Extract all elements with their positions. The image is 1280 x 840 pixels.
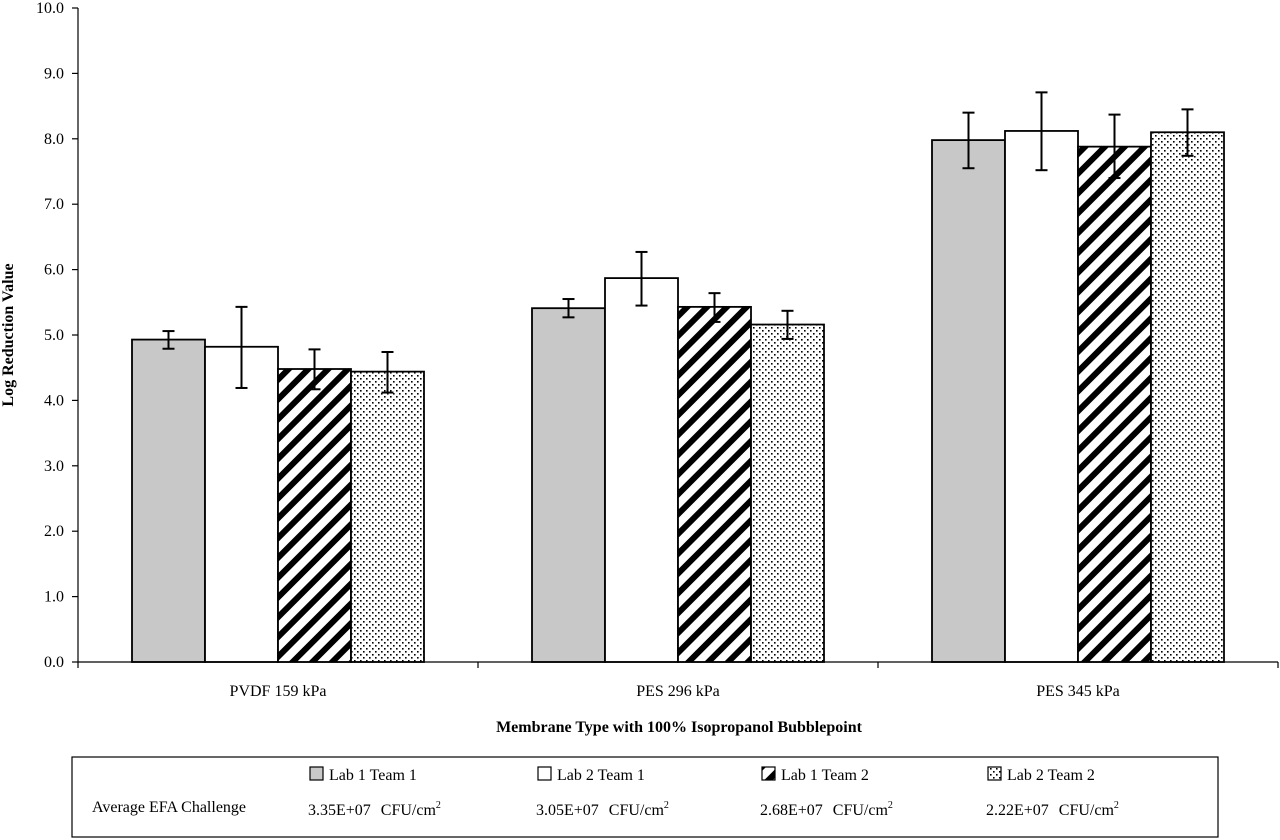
y-tick-label: 0.0	[44, 654, 64, 671]
legend-series-name: Lab 2 Team 1	[557, 767, 645, 784]
bar-lab-2-team-1-0	[204, 345, 279, 663]
x-category-label: PVDF 159 kPa	[230, 683, 327, 700]
y-axis-ticks: 0.0 1.0 2.0 3.0 4.0 5.0 6.0 7.0 8.0 9.0 10.0	[36, 0, 78, 671]
bar-lab-2-team-2-0	[350, 370, 425, 663]
y-tick-label: 10.0	[36, 0, 64, 17]
y-tick-label: 8.0	[44, 131, 64, 148]
challenge-unit-exponent: 2	[436, 800, 441, 811]
bar-lab-1-team-2-0	[277, 368, 352, 663]
legend-challenge-value: 2.22E+07 CFU/cm2	[986, 800, 1119, 819]
y-tick-label: 9.0	[44, 65, 64, 82]
axes	[77, 8, 1279, 668]
bar-lab-1-team-1-0	[131, 338, 206, 663]
bar-lab-1-team-2-1	[677, 305, 752, 663]
bar-lab-1-team-1-1	[531, 307, 606, 663]
legend-swatch	[537, 766, 552, 781]
legend-swatch	[987, 766, 1002, 781]
legend-challenge-value: 3.35E+07 CFU/cm2	[308, 800, 441, 819]
legend-challenge-value: 3.05E+07 CFU/cm2	[536, 800, 669, 819]
challenge-number: 3.35E+07	[308, 802, 371, 819]
bar-lab-1-team-1-2	[931, 139, 1006, 663]
y-tick-label: 3.0	[44, 458, 64, 475]
y-tick-label: 6.0	[44, 262, 64, 279]
y-tick-label: 7.0	[44, 196, 64, 213]
bar-lab-2-team-2-1	[750, 323, 825, 663]
challenge-unit: CFU/cm	[609, 802, 665, 819]
bars-layer	[131, 130, 1225, 663]
x-category-label: PES 296 kPa	[636, 683, 720, 700]
legend-series-name: Lab 1 Team 1	[329, 767, 417, 784]
challenge-unit: CFU/cm	[1059, 802, 1115, 819]
x-category-label: PES 345 kPa	[1036, 683, 1120, 700]
legend-swatch	[309, 766, 324, 781]
error-bars-layer	[162, 91, 1194, 394]
challenge-number: 2.68E+07	[760, 802, 823, 819]
x-axis-title: Membrane Type with 100% Isopropanol Bubb…	[496, 719, 863, 736]
y-axis-title: Log Reduction Value	[0, 263, 17, 406]
challenge-number: 3.05E+07	[536, 802, 599, 819]
bar-lab-2-team-1-1	[604, 277, 679, 663]
y-tick-label: 1.0	[44, 589, 64, 606]
challenge-unit: CFU/cm	[381, 802, 437, 819]
y-tick-label: 5.0	[44, 327, 64, 344]
legend-series-name: Lab 2 Team 2	[1007, 767, 1095, 784]
challenge-unit-exponent: 2	[664, 800, 669, 811]
bar-lab-2-team-1-2	[1004, 130, 1079, 663]
legend-series-name: Lab 1 Team 2	[781, 767, 869, 784]
legend-row-label: Average EFA Challenge	[92, 799, 246, 816]
y-tick-label: 4.0	[44, 392, 64, 409]
legend-challenge-value: 2.68E+07 CFU/cm2	[760, 800, 893, 819]
bar-lab-2-team-2-2	[1150, 131, 1225, 663]
challenge-unit: CFU/cm	[833, 802, 889, 819]
challenge-unit-exponent: 2	[1114, 800, 1119, 811]
bar-lab-1-team-2-2	[1077, 145, 1152, 663]
legend-swatch	[761, 766, 776, 781]
legend-border	[71, 756, 1219, 838]
challenge-unit-exponent: 2	[888, 800, 893, 811]
legend-table: Average EFA Challenge Lab 1 Team 1 3.35E+…	[71, 756, 1219, 838]
y-tick-label: 2.0	[44, 523, 64, 540]
challenge-number: 2.22E+07	[986, 802, 1049, 819]
x-axis-category-labels: PVDF 159 kPa PES 296 kPa PES 345 kPa	[230, 683, 1120, 700]
